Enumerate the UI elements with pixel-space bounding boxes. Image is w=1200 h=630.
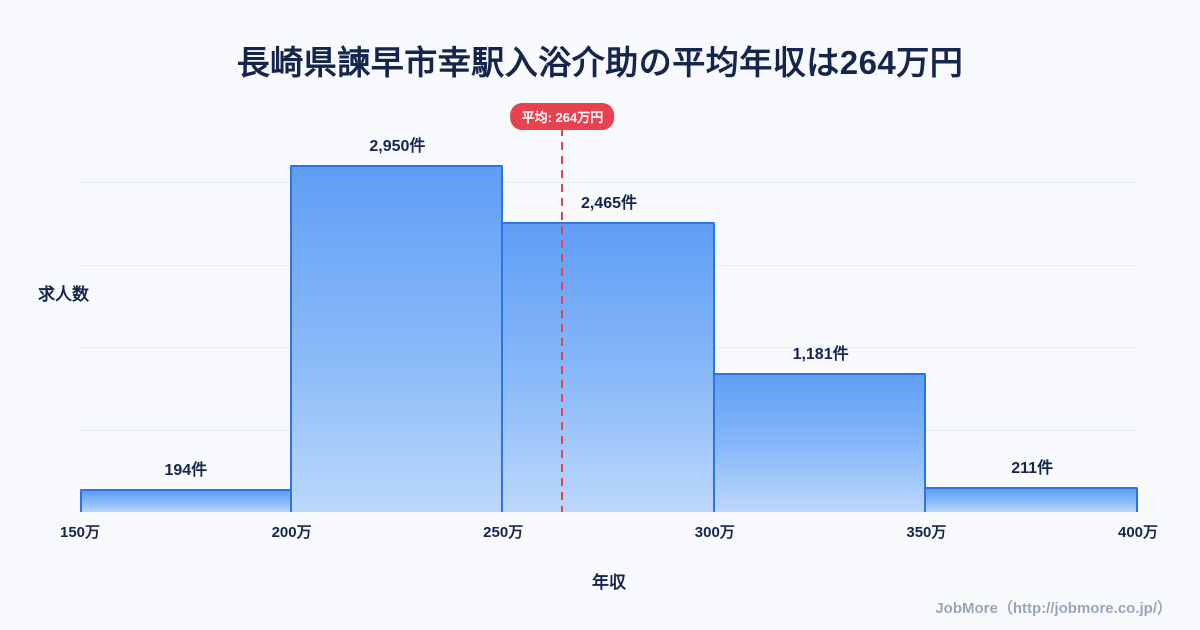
x-axis-ticks: 150万 200万 250万 300万 350万 400万	[60, 521, 1158, 541]
bar-count-label: 211件	[1011, 460, 1054, 478]
average-badge: 平均: 264万円	[510, 103, 615, 130]
y-axis-label: 求人数	[38, 285, 89, 304]
average-line	[561, 114, 564, 512]
page-title: 長崎県諫早市幸駅入浴介助の平均年収は264万円	[236, 44, 964, 81]
x-axis-label: 年収	[592, 573, 626, 592]
histogram-bar	[80, 489, 292, 512]
bar-count-label: 2,465件	[580, 194, 637, 212]
x-tick-label: 300万	[694, 524, 735, 541]
bar-count-label: 194件	[164, 462, 208, 480]
histogram-bar	[289, 164, 504, 512]
histogram-bar	[924, 487, 1138, 512]
gridline	[80, 182, 1138, 184]
histogram-bar	[712, 372, 927, 512]
bar-count-label: 2,950件	[369, 137, 426, 155]
x-tick-label: 250万	[483, 524, 524, 541]
x-tick-label: 400万	[1117, 524, 1159, 541]
footer-credit: JobMore（http://jobmore.co.jp/）	[935, 600, 1172, 617]
bar-count-label: 1,181件	[792, 345, 849, 363]
x-tick-label: 150万	[59, 524, 101, 541]
chart-area: 194件 2,950件 2,465件 1,181件 211件 平均: 264万円 150…	[60, 100, 1158, 541]
x-tick-label: 350万	[906, 524, 947, 541]
x-tick-label: 200万	[271, 524, 312, 541]
histogram-bar	[501, 221, 715, 512]
